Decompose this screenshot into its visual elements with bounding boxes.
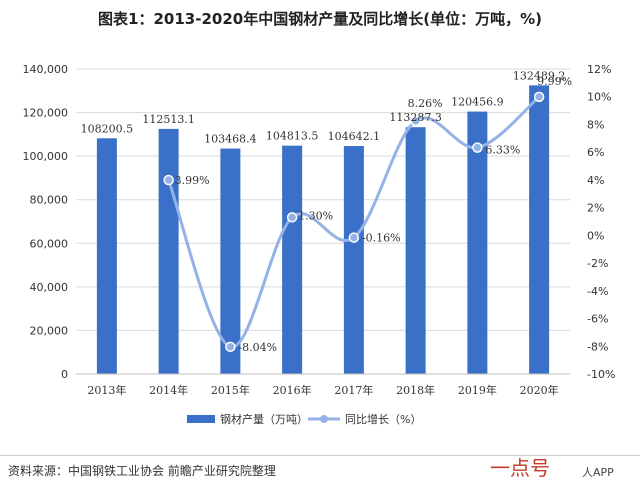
- y-right-tick-label: 4%: [587, 174, 604, 187]
- growth-point: [163, 174, 174, 186]
- source-note: 资料来源：中国钢铁工业协会 前瞻产业研究院整理: [8, 464, 276, 478]
- y-left-tick-label: 140,000: [23, 63, 69, 76]
- bar: [96, 138, 117, 374]
- y-left-tick-label: 100,000: [23, 150, 69, 163]
- x-tick-label: 2015年: [211, 383, 250, 397]
- growth-data-label: -8.04%: [238, 341, 277, 354]
- bar-data-label: 103468.4: [204, 133, 257, 146]
- x-tick-label: 2018年: [396, 383, 435, 397]
- x-tick-label: 2014年: [149, 383, 188, 397]
- y-right-tick-label: 12%: [587, 63, 611, 76]
- y-left-tick-label: 60,000: [30, 237, 69, 250]
- y-left-tick-label: 40,000: [30, 281, 69, 294]
- y-right-tick-label: 8%: [587, 118, 604, 131]
- growth-point: [225, 341, 236, 353]
- footer-divider: [0, 455, 640, 456]
- growth-point: [533, 91, 545, 103]
- bar: [158, 128, 179, 374]
- bar-data-label: 120456.9: [451, 96, 504, 109]
- growth-data-label: 6.33%: [485, 144, 520, 157]
- y-right-tick-label: -2%: [587, 257, 608, 270]
- growth-data-label: 8.26%: [408, 97, 443, 110]
- chart: 108200.5 112513.1 103468.4 104813.5 104642.1…: [23, 63, 616, 426]
- growth-point: [472, 142, 483, 153]
- watermark-logo: 一点号: [490, 456, 550, 480]
- legend-bar-swatch: [187, 415, 215, 423]
- y-right-tick-label: -10%: [587, 368, 615, 381]
- y-left-tick-label: 80,000: [30, 194, 69, 207]
- bar: [343, 146, 364, 374]
- bar: [405, 127, 426, 374]
- bar: [529, 85, 550, 374]
- bar-data-label: 113287.3: [389, 111, 442, 124]
- growth-data-label: 3.99%: [175, 174, 210, 187]
- legend-bar-label: 钢材产量（万吨）: [220, 412, 308, 426]
- bar: [467, 111, 488, 374]
- y-right-tick-label: -4%: [587, 285, 608, 298]
- x-tick-label: 2020年: [520, 383, 559, 397]
- x-tick-label: 2017年: [334, 383, 373, 397]
- growth-point: [286, 212, 298, 223]
- y-right-tick-label: 2%: [587, 202, 604, 215]
- bar: [282, 145, 303, 374]
- bar: [220, 148, 241, 374]
- watermark-sub: 人APP: [582, 466, 614, 479]
- growth-point: [410, 115, 421, 127]
- y-right-tick-label: 6%: [587, 146, 604, 159]
- y-right-tick-label: -8%: [587, 340, 608, 353]
- y-right-tick-label: 10%: [587, 91, 611, 104]
- legend-line-marker: [320, 415, 328, 423]
- bar-data-label: 104642.1: [328, 130, 381, 143]
- x-tick-label: 2013年: [87, 383, 126, 397]
- bar-data-label: 108200.5: [81, 122, 134, 135]
- bar-data-label: 104813.5: [266, 130, 319, 143]
- chart-title: 图表1：2013-2020年中国钢材产量及同比增长(单位：万吨，%): [98, 10, 542, 28]
- growth-data-label: -0.16%: [362, 232, 401, 245]
- growth-data-label: 1.30%: [298, 209, 333, 222]
- y-right-tick-label: -6%: [587, 313, 608, 326]
- legend-line-label: 同比增长（%）: [345, 412, 421, 426]
- x-tick-label: 2019年: [458, 383, 497, 397]
- bar-data-label: 112513.1: [142, 113, 195, 126]
- growth-point: [348, 232, 360, 243]
- y-left-tick-label: 0: [61, 368, 68, 381]
- y-left-tick-label: 20,000: [30, 324, 69, 337]
- y-right-tick-label: 0%: [587, 229, 604, 242]
- y-left-tick-label: 120,000: [23, 107, 69, 120]
- x-tick-label: 2016年: [273, 383, 312, 397]
- bar-data-label: 132489.2: [513, 69, 566, 82]
- growth-data-label: 9.99%: [537, 75, 572, 88]
